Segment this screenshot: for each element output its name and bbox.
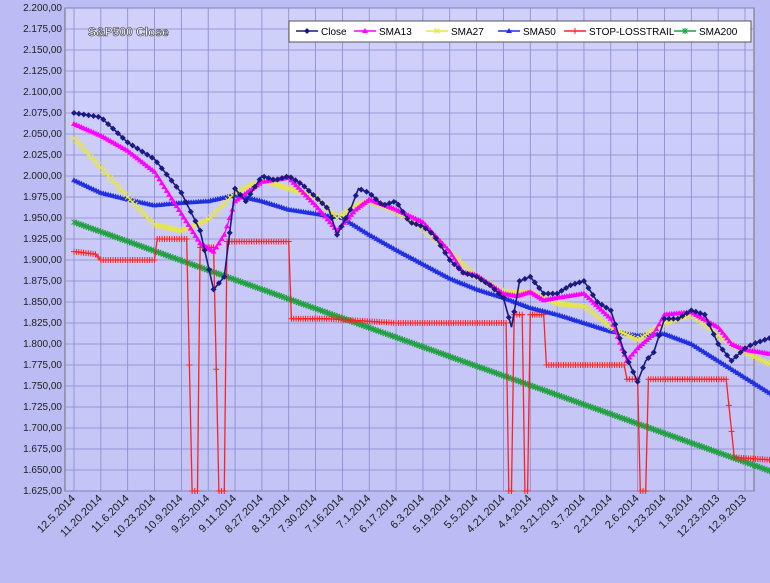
legend-label-close: Close [321, 27, 347, 38]
legend-label-sma200: SMA200 [699, 27, 738, 38]
legend: Close SMA13 SMA27 SMA50 STOP-LOSSTRAIL SMA200 [289, 21, 751, 42]
legend-label-sma27: SMA27 [451, 27, 484, 38]
y-tick-label: 2.100,00 [23, 87, 62, 98]
y-tick-label: 2.025,00 [23, 150, 62, 161]
point-close [757, 338, 763, 344]
y-tick-label: 1.750,00 [23, 381, 62, 392]
y-tick-label: 1.675,00 [23, 444, 62, 455]
y-tick-label: 1.725,00 [23, 402, 62, 413]
y-tick-label: 2.150,00 [23, 45, 62, 56]
y-tick-label: 1.925,00 [23, 234, 62, 245]
x-axis: 12.5.201411.20.201411.6.201410.23.201410… [35, 493, 749, 540]
y-tick-label: 1.625,00 [23, 486, 62, 497]
y-tick-label: 1.700,00 [23, 423, 62, 434]
y-tick-label: 1.775,00 [23, 360, 62, 371]
y-tick-label: 1.900,00 [23, 255, 62, 266]
legend-label-stop-losstrail: STOP-LOSSTRAIL [589, 27, 675, 38]
y-tick-label: 1.875,00 [23, 276, 62, 287]
y-tick-label: 1.950,00 [23, 213, 62, 224]
y-axis: 1.625,00 1.650,00 1.675,00 1.700,00 1.725,00… [23, 3, 62, 497]
y-tick-label: 1.825,00 [23, 318, 62, 329]
legend-label-sma50: SMA50 [523, 27, 556, 38]
y-tick-label: 2.125,00 [23, 66, 62, 77]
legend-label-sma13: SMA13 [379, 27, 412, 38]
plot-area [65, 8, 754, 491]
point-close [762, 337, 768, 343]
chart-title: S&P500 Close [88, 25, 169, 39]
y-tick-label: 1.850,00 [23, 297, 62, 308]
y-tick-label: 2.000,00 [23, 171, 62, 182]
y-tick-label: 2.075,00 [23, 108, 62, 119]
y-tick-label: 2.175,00 [23, 24, 62, 35]
y-tick-label: 1.800,00 [23, 339, 62, 350]
y-tick-label: 2.050,00 [23, 129, 62, 140]
y-tick-label: 1.975,00 [23, 192, 62, 203]
y-tick-label: 2.200,00 [23, 3, 62, 14]
y-tick-label: 1.650,00 [23, 465, 62, 476]
